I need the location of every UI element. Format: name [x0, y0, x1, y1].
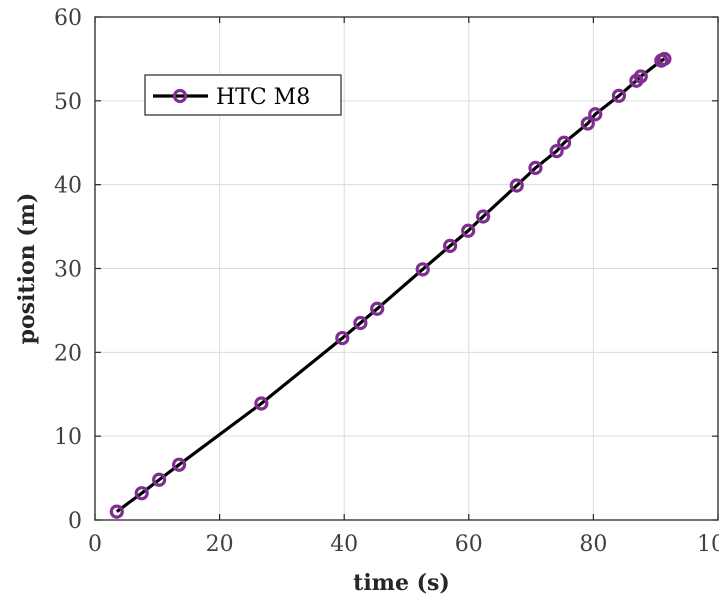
- data-point-marker: [415, 262, 430, 277]
- data-point-marker: [370, 301, 385, 316]
- legend[interactable]: HTC M8: [144, 74, 342, 116]
- y-axis-label: position (m): [14, 193, 40, 345]
- x-tick-label: 40: [330, 532, 358, 557]
- y-tick-label: 30: [54, 258, 82, 283]
- x-tick-label: 20: [206, 532, 234, 557]
- data-point-marker: [509, 178, 524, 193]
- data-point-marker: [633, 69, 648, 84]
- legend-entry-label: HTC M8: [216, 85, 310, 110]
- series-line: [115, 57, 666, 513]
- data-point-marker: [335, 330, 350, 346]
- x-axis-label: time (s): [353, 570, 450, 596]
- data-point-marker: [549, 144, 564, 159]
- x-tick-label: 60: [455, 532, 483, 557]
- axes-layer: [94, 16, 719, 521]
- data-point-marker: [152, 472, 167, 487]
- data-point-marker: [134, 486, 149, 501]
- x-tick-label: 80: [579, 532, 607, 557]
- data-point-marker: [172, 457, 187, 472]
- y-tick-label: 10: [54, 425, 82, 450]
- data-point-marker: [588, 107, 603, 122]
- legend-marker-sample: [172, 88, 188, 104]
- data-point-marker: [580, 116, 595, 131]
- y-tick-label: 20: [54, 341, 82, 366]
- y-tick-label: 50: [54, 90, 82, 115]
- data-point-marker: [109, 504, 124, 519]
- data-point-marker: [528, 160, 543, 175]
- data-point-marker: [353, 315, 368, 331]
- data-point-marker: [443, 238, 458, 253]
- data-point-marker: [657, 51, 672, 67]
- x-tick-label: 0: [88, 532, 102, 557]
- data-point-marker: [254, 396, 269, 411]
- y-tick-label: 0: [68, 509, 82, 534]
- x-tick-label: 100: [697, 532, 719, 557]
- tick-label-layer: 0 20 40 60 80 100 0 10 20 30 40 50 60: [54, 6, 719, 557]
- data-point-marker: [557, 135, 572, 150]
- data-point-marker: [611, 88, 627, 103]
- data-point-marker: [461, 223, 476, 238]
- y-tick-label: 40: [54, 174, 82, 199]
- data-point-marker: [476, 209, 491, 224]
- y-tick-label: 60: [54, 6, 82, 31]
- series-layer: [109, 51, 672, 519]
